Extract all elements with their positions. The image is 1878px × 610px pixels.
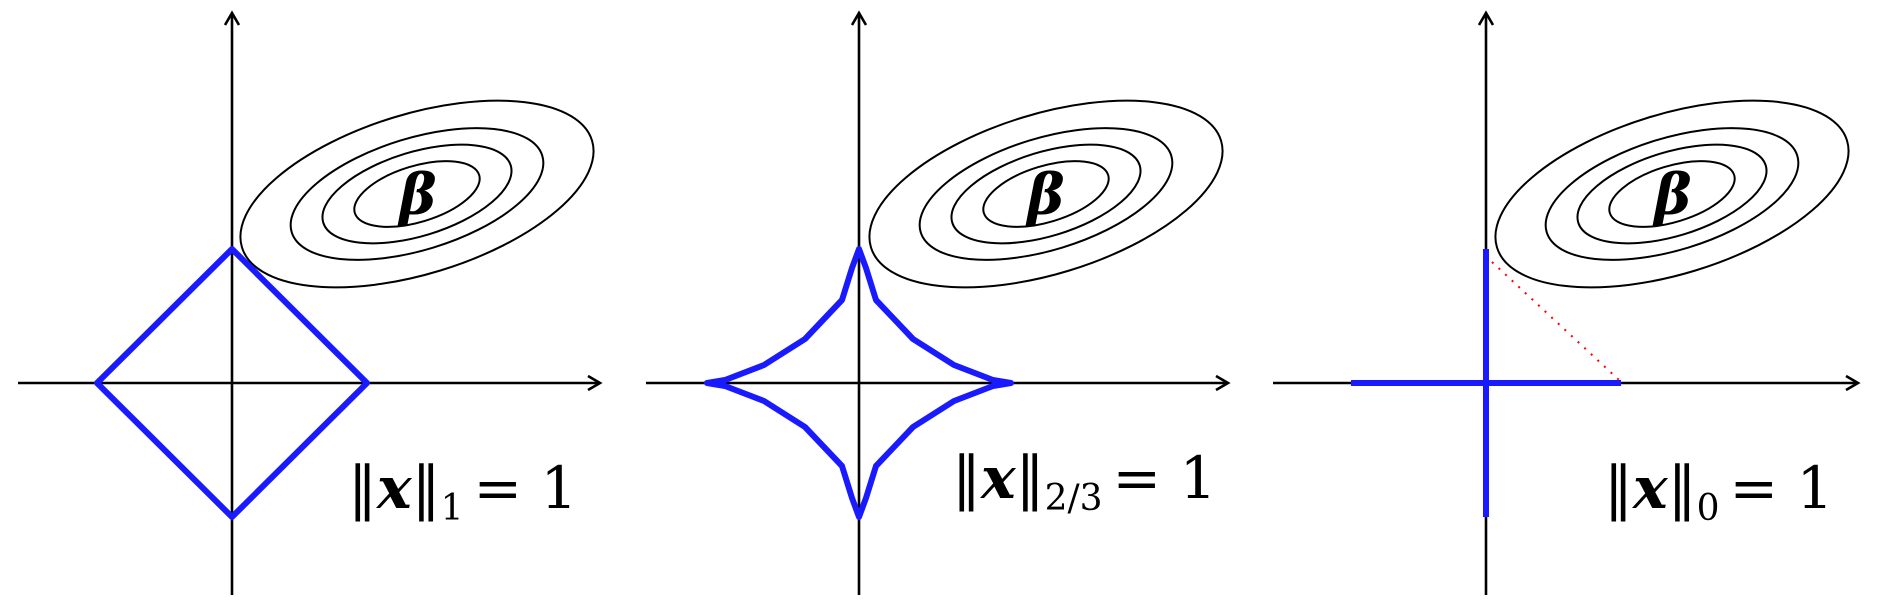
panel-l23: β ‖x‖2/3 = 1 — [646, 10, 1231, 595]
norm-label: ‖x‖1 = 1 — [348, 454, 577, 529]
beta-label: β — [1025, 162, 1064, 228]
panel-l0: β ‖x‖0 = 1 — [1273, 10, 1861, 595]
beta-label: β — [397, 162, 436, 228]
norm-label: ‖x‖0 = 1 — [1604, 454, 1833, 529]
arrowhead-icon — [1215, 374, 1231, 392]
arrowhead-icon — [223, 10, 241, 26]
norm-label: ‖x‖2/3 = 1 — [952, 444, 1216, 519]
contour-ellipses — [868, 99, 1224, 289]
arrowhead-icon — [850, 10, 868, 26]
panel-l1: β ‖x‖1 = 1 — [18, 10, 603, 595]
arrowhead-icon — [1477, 10, 1495, 26]
unit-ball-astroid — [704, 246, 1014, 520]
beta-label: β — [1652, 162, 1691, 228]
contour-ellipses — [239, 99, 595, 289]
contour-ellipses — [1494, 99, 1850, 289]
dotted-tangent-line — [1491, 261, 1620, 381]
arrowhead-icon — [587, 374, 603, 392]
unit-ball-diamond — [94, 246, 370, 520]
arrowhead-icon — [1845, 374, 1861, 392]
